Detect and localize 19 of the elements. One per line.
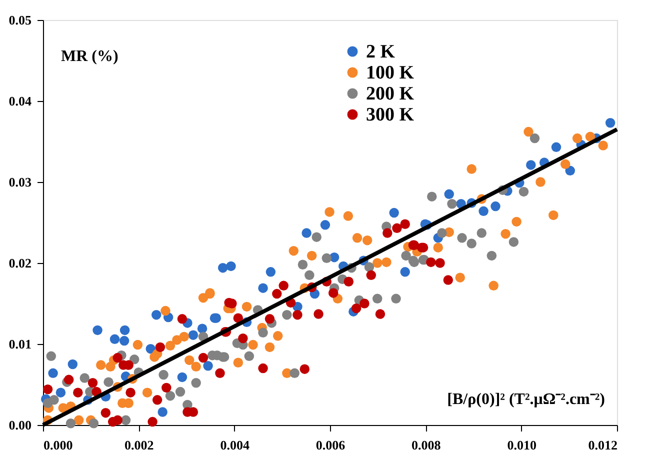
y-tick-label: 0.03 [8, 174, 32, 190]
y-tick-label: 0.04 [8, 94, 32, 108]
x-tick-label: 0.004 [220, 438, 250, 452]
legend-label: 300 K [366, 104, 414, 126]
legend-label: 2 K [366, 42, 396, 62]
legend-label: 200 K [366, 84, 414, 104]
y-tick-label: 0.05 [8, 12, 32, 28]
y-tick-label: 0.01 [8, 336, 32, 352]
x-tick-label: 0.002 [124, 438, 154, 452]
y-tick-label: 0.02 [8, 256, 32, 270]
y-axis-title: MR (%) [61, 48, 118, 65]
y-tick-label: 0.00 [8, 418, 32, 432]
x-tick-label: 0.008 [412, 438, 442, 452]
x-tick-label: 0.010 [507, 438, 536, 452]
x-axis-title: [B/ρ(0)]² (T².μΩ⁻².cm⁻²) [447, 391, 605, 408]
x-tick-label: 0.006 [316, 438, 346, 452]
x-tick-label: 0.000 [44, 438, 73, 452]
legend-label: 100 K [366, 62, 414, 84]
x-tick-label: 0.012 [588, 438, 618, 452]
